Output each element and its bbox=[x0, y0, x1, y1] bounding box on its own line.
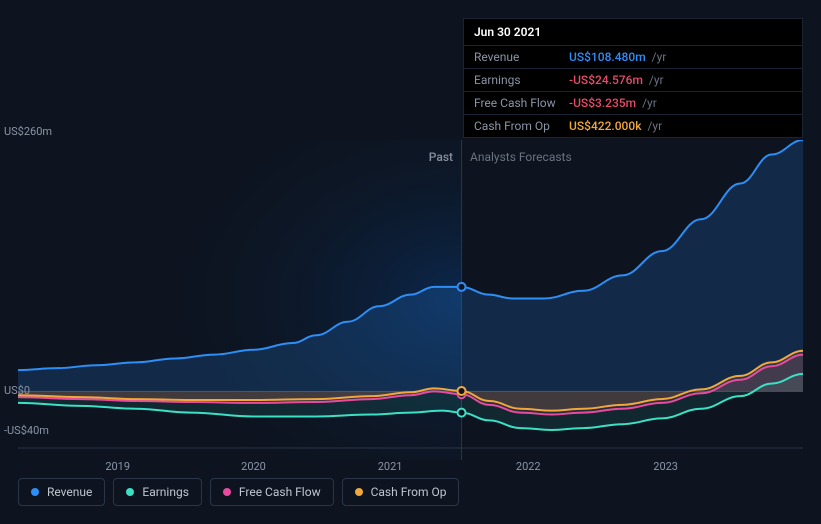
legend-dot-icon bbox=[126, 488, 134, 496]
legend-label: Cash From Op bbox=[371, 485, 447, 499]
tooltip-metric-value: US$108.480m bbox=[569, 50, 646, 64]
tooltip-row: Free Cash Flow-US$3.235m/yr bbox=[464, 92, 802, 115]
tooltip-metric-value: -US$3.235m bbox=[569, 96, 636, 110]
legend-item-earnings[interactable]: Earnings bbox=[113, 478, 202, 506]
x-axis-label: 2023 bbox=[653, 460, 678, 473]
x-axis-label: 2022 bbox=[516, 460, 541, 473]
x-axis-label: 2019 bbox=[105, 460, 130, 473]
y-axis-label: US$260m bbox=[4, 125, 52, 138]
tooltip-metric-value: US$422.000k bbox=[569, 119, 641, 133]
legend-item-free-cash-flow[interactable]: Free Cash Flow bbox=[210, 478, 334, 506]
legend-dot-icon bbox=[355, 488, 363, 496]
legend-item-cash-from-op[interactable]: Cash From Op bbox=[342, 478, 460, 506]
tooltip-metric-label: Earnings bbox=[474, 73, 569, 87]
legend-item-revenue[interactable]: Revenue bbox=[18, 478, 105, 506]
tooltip-date: Jun 30 2021 bbox=[464, 19, 802, 46]
legend-label: Earnings bbox=[142, 485, 189, 499]
financials-chart bbox=[18, 140, 803, 460]
legend-dot-icon bbox=[31, 488, 39, 496]
tooltip-suffix: /yr bbox=[647, 119, 662, 133]
legend-dot-icon bbox=[223, 488, 231, 496]
tooltip-metric-label: Cash From Op bbox=[474, 119, 569, 133]
marker-cash-from-op bbox=[458, 387, 466, 395]
y-axis-label: -US$40m bbox=[4, 424, 49, 437]
x-axis-label: 2020 bbox=[241, 460, 266, 473]
tooltip-suffix: /yr bbox=[642, 96, 657, 110]
marker-earnings bbox=[458, 409, 466, 417]
tooltip-row: RevenueUS$108.480m/yr bbox=[464, 46, 802, 69]
tooltip-metric-label: Free Cash Flow bbox=[474, 96, 569, 110]
tooltip-row: Cash From OpUS$422.000k/yr bbox=[464, 115, 802, 137]
tooltip-suffix: /yr bbox=[649, 73, 664, 87]
x-axis-label: 2021 bbox=[378, 460, 403, 473]
legend-label: Free Cash Flow bbox=[239, 485, 321, 499]
marker-revenue bbox=[458, 283, 466, 291]
chart-legend: Revenue Earnings Free Cash Flow Cash From O… bbox=[18, 478, 459, 506]
chart-tooltip: Jun 30 2021 RevenueUS$108.480m/yrEarning… bbox=[463, 18, 803, 138]
tooltip-suffix: /yr bbox=[652, 50, 667, 64]
tooltip-metric-value: -US$24.576m bbox=[569, 73, 643, 87]
legend-label: Revenue bbox=[47, 485, 92, 499]
tooltip-metric-label: Revenue bbox=[474, 50, 569, 64]
y-axis-label: US$0 bbox=[4, 384, 30, 397]
tooltip-row: Earnings-US$24.576m/yr bbox=[464, 69, 802, 92]
